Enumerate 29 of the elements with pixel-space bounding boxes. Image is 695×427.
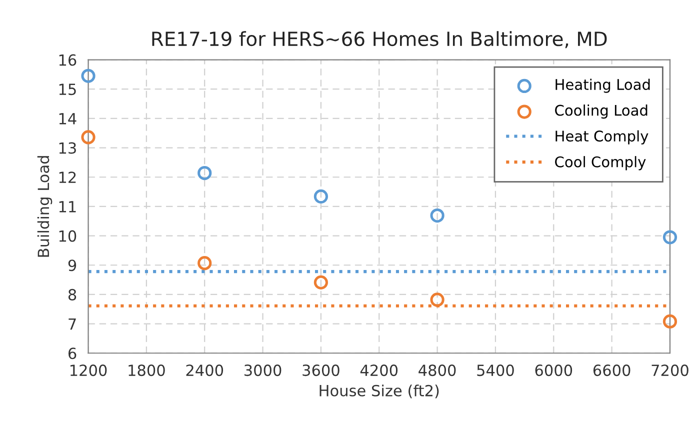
x-tick-label: 3600: [302, 364, 340, 376]
legend-label: Cooling Load: [555, 104, 648, 119]
y-tick-label: 6: [68, 348, 76, 360]
x-tick-label: 3000: [244, 364, 282, 376]
chart-title: RE17-19 for HERS~66 Homes In Baltimore, MD: [152, 31, 607, 48]
x-tick-label: 6000: [535, 364, 572, 376]
y-tick-label: 15: [59, 84, 76, 96]
x-tick-label: 1800: [128, 364, 165, 376]
x-tick-label: 5400: [477, 364, 514, 376]
x-axis-title: House Size (ft2): [320, 384, 439, 398]
y-tick-label: 9: [68, 260, 76, 272]
x-tick-label: 4800: [418, 364, 456, 376]
y-axis-title: Building Load: [37, 156, 52, 257]
x-tick-label: 6600: [593, 364, 630, 376]
legend-label: Cool Comply: [555, 156, 646, 170]
y-tick-label: 12: [59, 172, 76, 183]
y-tick-label: 16: [59, 54, 76, 66]
y-tick-label: 7: [68, 318, 76, 330]
y-tick-label: 13: [59, 142, 76, 154]
legend-label: Heating Load: [556, 78, 650, 93]
y-tick-label: 8: [68, 288, 76, 300]
x-tick-label: 7200: [652, 364, 688, 376]
x-tick-label: 1200: [70, 364, 107, 376]
y-tick-label: 10: [59, 230, 76, 242]
y-tick-label: 14: [59, 113, 76, 124]
x-tick-label: 2400: [186, 364, 224, 376]
y-tick-label: 11: [59, 201, 76, 212]
x-tick-label: 4200: [360, 364, 398, 376]
legend-label: Heat Comply: [556, 130, 648, 144]
